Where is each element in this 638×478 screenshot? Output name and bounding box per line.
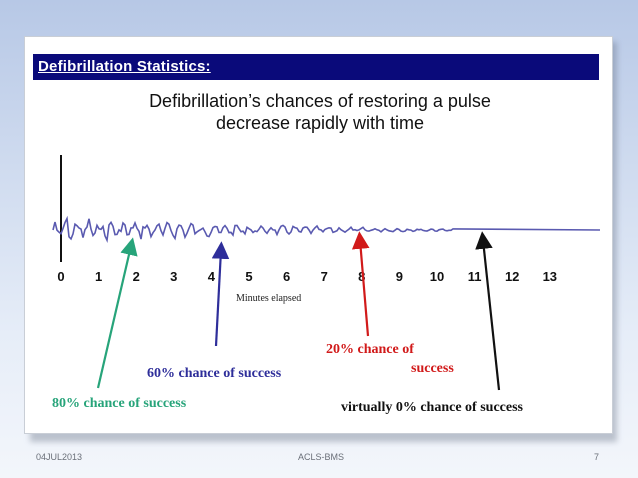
arrow-60-percent — [211, 241, 230, 347]
tick-label-4: 4 — [208, 269, 216, 284]
tick-label-5: 5 — [245, 269, 252, 284]
tick-label-10: 10 — [430, 269, 444, 284]
tick-label-8: 8 — [358, 269, 365, 284]
tick-label-6: 6 — [283, 269, 290, 284]
tick-label-2: 2 — [133, 269, 140, 284]
footer-page-number: 7 — [594, 452, 600, 462]
footer-date: 04JUL2013 — [36, 452, 83, 462]
axis-label-minutes: Minutes elapsed — [236, 293, 301, 304]
tick-label-0: 0 — [57, 269, 64, 284]
tick-label-7: 7 — [321, 269, 328, 284]
tick-label-1: 1 — [95, 269, 102, 284]
tick-label-13: 13 — [543, 269, 557, 284]
annotation-60-percent: 60% chance of success — [147, 366, 282, 381]
arrow-0-percent — [475, 231, 501, 391]
time-axis-ticks: 0 1 2 3 4 5 6 7 8 9 10 11 12 13 — [57, 269, 557, 284]
subtitle-line-1: Defibrillation’s chances of restoring a … — [149, 91, 491, 111]
tick-label-12: 12 — [505, 269, 519, 284]
tick-label-9: 9 — [396, 269, 403, 284]
fibrillation-waveform — [52, 215, 601, 244]
tick-label-3: 3 — [170, 269, 177, 284]
arrow-20-percent — [351, 231, 370, 337]
subtitle-line-2: decrease rapidly with time — [215, 113, 425, 133]
footer-center-text: ACLS-BMS — [298, 452, 345, 462]
header-title: Defibrillation Statistics: — [38, 58, 211, 75]
arrow-80-percent — [96, 237, 138, 389]
annotation-20-percent-line1: 20% chance of — [326, 342, 414, 357]
header-bar: Defibrillation Statistics: — [33, 54, 599, 80]
slide-frame — [24, 36, 613, 434]
annotation-20-percent-line2: success — [411, 361, 454, 376]
tick-label-11: 11 — [468, 269, 482, 284]
annotation-80-percent: 80% chance of success — [52, 396, 187, 411]
annotation-0-percent: virtually 0% chance of success — [341, 400, 524, 415]
